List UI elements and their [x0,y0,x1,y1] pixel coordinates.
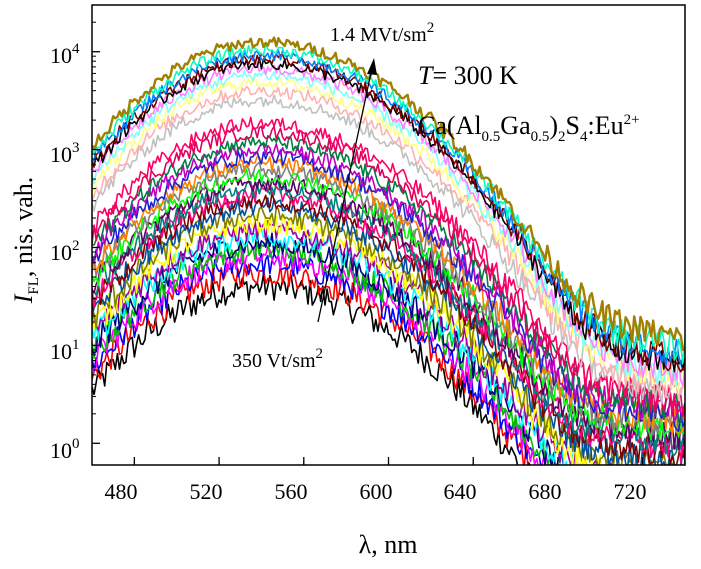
x-axis-title: λ, nm [359,530,418,559]
spectrum-series-line [92,213,670,465]
x-tick-label: 480 [105,479,138,504]
y-axis-title: IFL, nis. vah. [9,177,42,305]
power-arrow [317,58,377,323]
spectrum-series-line [92,227,590,465]
y-tick-label: 101 [50,337,80,364]
x-tick-label: 720 [614,479,647,504]
y-tick-label: 100 [50,436,80,463]
annotation-temperature: T= 300 K [418,61,518,90]
spectrum-series-line [92,273,532,465]
spectrum-series-line [92,135,685,424]
y-tick-labels: 100 101 102 103 104 [50,41,80,463]
annotation-low-power: 350 Vt/sm2 [232,346,323,372]
spectrum-series-line [92,85,685,402]
spectrum-series-line [92,36,685,352]
annotation-high-power: 1.4 MVt/sm2 [330,20,434,46]
series-group [92,36,685,465]
y-tick-label: 104 [50,41,80,68]
spectrum-series-line [92,168,685,441]
x-tick-label: 520 [190,479,223,504]
y-tick-label: 103 [50,140,80,167]
spectrum-series-line [92,239,561,465]
spectrum-series-line [92,125,685,417]
x-tick-label: 680 [529,479,562,504]
axis-ticks [92,4,644,465]
spectrum-series-line [92,232,565,465]
annotation-formula: Ca(Al0.5Ga0.5)2S4:Eu2+ [418,111,640,145]
x-tick-label: 560 [275,479,308,504]
x-tick-label: 600 [360,479,393,504]
spectrum-series-line [92,252,542,465]
spectrum-series-line [92,116,685,415]
spectrum-series-line [92,180,685,456]
y-tick-label: 102 [50,238,80,265]
x-tick-label: 640 [444,479,477,504]
x-tick-labels: 480 520 560 600 640 680 720 [105,479,647,504]
